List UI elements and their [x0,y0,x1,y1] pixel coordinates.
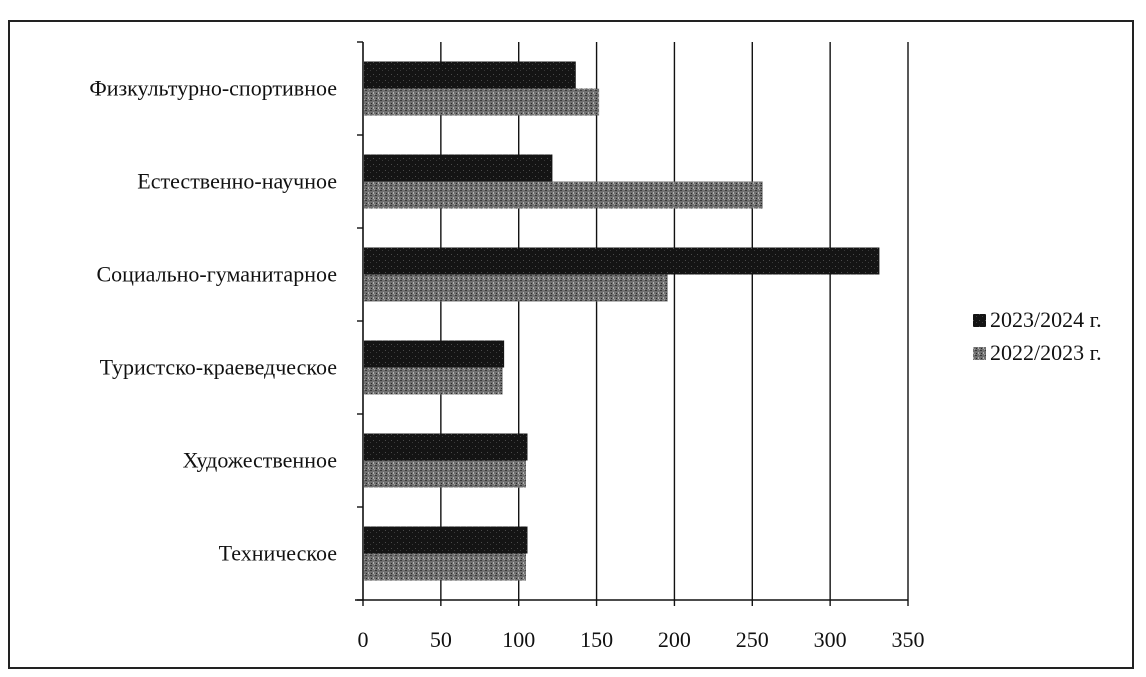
bar [364,61,576,89]
x-tick-label: 350 [892,627,925,652]
x-tick-label: 50 [430,627,452,652]
legend-label: 2022/2023 г. [990,340,1102,365]
legend-swatch [973,347,986,360]
x-tick-label: 300 [814,627,847,652]
bar [364,367,503,395]
bar [364,274,668,302]
category-label: Социально-гуманитарное [96,262,337,287]
bar [364,247,880,275]
bar [364,181,763,209]
x-tick-label: 100 [502,627,535,652]
bar [364,553,526,581]
category-label: Естественно-научное [137,169,337,194]
bar [364,433,528,461]
x-tick-label: 250 [736,627,769,652]
category-label: Художественное [183,448,337,473]
x-tick-label: 150 [580,627,613,652]
x-tick-label: 200 [658,627,691,652]
x-tick-label: 0 [358,627,369,652]
bar [364,526,528,554]
bar [364,88,600,116]
category-label: Техническое [219,541,337,566]
bar [364,460,526,488]
category-label: Туристско-краеведческое [100,355,337,380]
bar [364,340,505,368]
bar [364,154,553,182]
legend-label: 2023/2024 г. [990,307,1102,332]
legend-swatch [973,314,986,327]
chart-frame [8,20,1134,669]
category-label: Физкультурно-спортивное [89,76,337,101]
